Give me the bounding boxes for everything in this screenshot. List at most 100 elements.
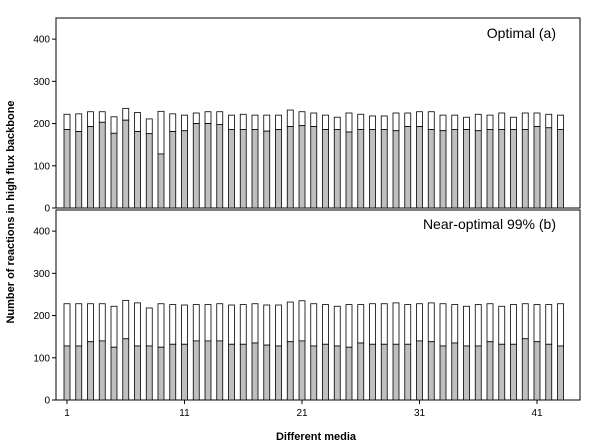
bar-upper-segment: [463, 116, 470, 130]
bar-lower-segment: [533, 341, 541, 401]
bar-upper-segment: [263, 114, 271, 132]
bar-lower-segment: [134, 345, 141, 401]
bar-upper-segment: [157, 110, 165, 155]
bar-upper-segment: [416, 303, 423, 342]
x-axis-title: Different media: [276, 431, 357, 443]
bar-lower-segment: [498, 129, 506, 209]
bar-lower-segment: [533, 126, 541, 209]
bar-upper-segment: [87, 303, 94, 343]
bar-upper-segment: [521, 303, 529, 340]
x-tick-label: 1: [64, 408, 70, 419]
bar-lower-segment: [557, 345, 564, 401]
bar-upper-segment: [239, 304, 247, 345]
bar-lower-segment: [157, 346, 165, 401]
bar-upper-segment: [345, 304, 353, 348]
bar-upper-segment: [310, 112, 318, 127]
bar-upper-segment: [533, 112, 541, 127]
bar-lower-segment: [557, 129, 564, 209]
bar-lower-segment: [416, 126, 423, 209]
bar-lower-segment: [380, 343, 388, 401]
bar-lower-segment: [87, 126, 94, 209]
bar-upper-segment: [169, 113, 177, 132]
bar-upper-segment: [122, 299, 130, 340]
bar-upper-segment: [345, 112, 353, 133]
bar-lower-segment: [181, 130, 188, 209]
bar-upper-segment: [439, 114, 447, 132]
bar-upper-segment: [392, 112, 400, 132]
x-tick-label: 41: [531, 408, 543, 419]
x-tick-label: 11: [179, 408, 190, 419]
bar-lower-segment: [404, 343, 412, 401]
y-tick-label: 400: [33, 35, 50, 46]
bar-upper-segment: [357, 304, 365, 344]
y-tick-label: 400: [33, 227, 50, 238]
panel-b-frame: [55, 209, 581, 401]
bar-upper-segment: [87, 111, 94, 127]
bar-upper-segment: [380, 115, 388, 130]
bar-upper-segment: [333, 116, 341, 130]
bar-upper-segment: [251, 114, 259, 130]
bar-upper-segment: [286, 301, 294, 343]
bar-lower-segment: [357, 342, 365, 401]
bar-upper-segment: [510, 304, 517, 345]
bar-upper-segment: [204, 111, 212, 124]
bar-upper-segment: [486, 114, 494, 130]
bar-lower-segment: [169, 343, 177, 401]
bar-upper-segment: [145, 118, 153, 135]
bar-upper-segment: [521, 112, 529, 130]
bar-upper-segment: [110, 116, 118, 134]
bar-lower-segment: [451, 129, 459, 209]
bar-upper-segment: [357, 113, 365, 130]
bar-upper-segment: [228, 304, 235, 345]
y-tick-label: 0: [44, 204, 50, 215]
bar-lower-segment: [345, 346, 353, 401]
y-tick-label: 300: [33, 269, 50, 280]
bar-upper-segment: [463, 305, 470, 347]
bar-lower-segment: [439, 345, 447, 401]
bar-lower-segment: [298, 340, 306, 401]
bar-lower-segment: [63, 345, 71, 401]
bar-lower-segment: [322, 129, 329, 209]
bar-lower-segment: [98, 340, 106, 401]
y-tick-label: 200: [33, 311, 50, 322]
bar-upper-segment: [404, 304, 412, 345]
bar-lower-segment: [345, 131, 353, 209]
bar-upper-segment: [474, 304, 482, 347]
bar-upper-segment: [110, 305, 118, 348]
bar-lower-segment: [463, 345, 470, 401]
bar-lower-segment: [216, 124, 224, 209]
bar-upper-segment: [63, 303, 71, 347]
bar-lower-segment: [474, 130, 482, 209]
bar-upper-segment: [145, 307, 153, 347]
bar-lower-segment: [286, 341, 294, 401]
bar-lower-segment: [510, 129, 517, 209]
panel-a-label: Optimal (a): [487, 25, 556, 41]
bar-lower-segment: [333, 345, 341, 401]
bar-upper-segment: [134, 112, 141, 132]
bar-upper-segment: [451, 114, 459, 130]
bar-lower-segment: [145, 133, 153, 209]
bar-lower-segment: [63, 129, 71, 209]
bar-upper-segment: [298, 111, 306, 127]
bar-lower-segment: [521, 129, 529, 209]
bar-lower-segment: [486, 129, 494, 209]
bar-lower-segment: [192, 340, 200, 401]
y-tick-label: 200: [33, 119, 50, 130]
bar-lower-segment: [122, 338, 130, 401]
bar-lower-segment: [192, 123, 200, 209]
bar-upper-segment: [322, 304, 329, 345]
bar-lower-segment: [322, 343, 329, 401]
bar-lower-segment: [357, 129, 365, 209]
bar-lower-segment: [474, 345, 482, 401]
bar-lower-segment: [298, 125, 306, 209]
bar-upper-segment: [216, 303, 224, 342]
bar-lower-segment: [427, 341, 435, 401]
bar-upper-segment: [486, 303, 494, 343]
bar-lower-segment: [134, 131, 141, 209]
y-tick-label: 100: [33, 353, 50, 364]
bar-lower-segment: [498, 343, 506, 401]
bar-lower-segment: [369, 129, 376, 209]
bar-upper-segment: [263, 304, 271, 346]
bar-upper-segment: [427, 111, 435, 130]
bar-upper-segment: [192, 304, 200, 342]
